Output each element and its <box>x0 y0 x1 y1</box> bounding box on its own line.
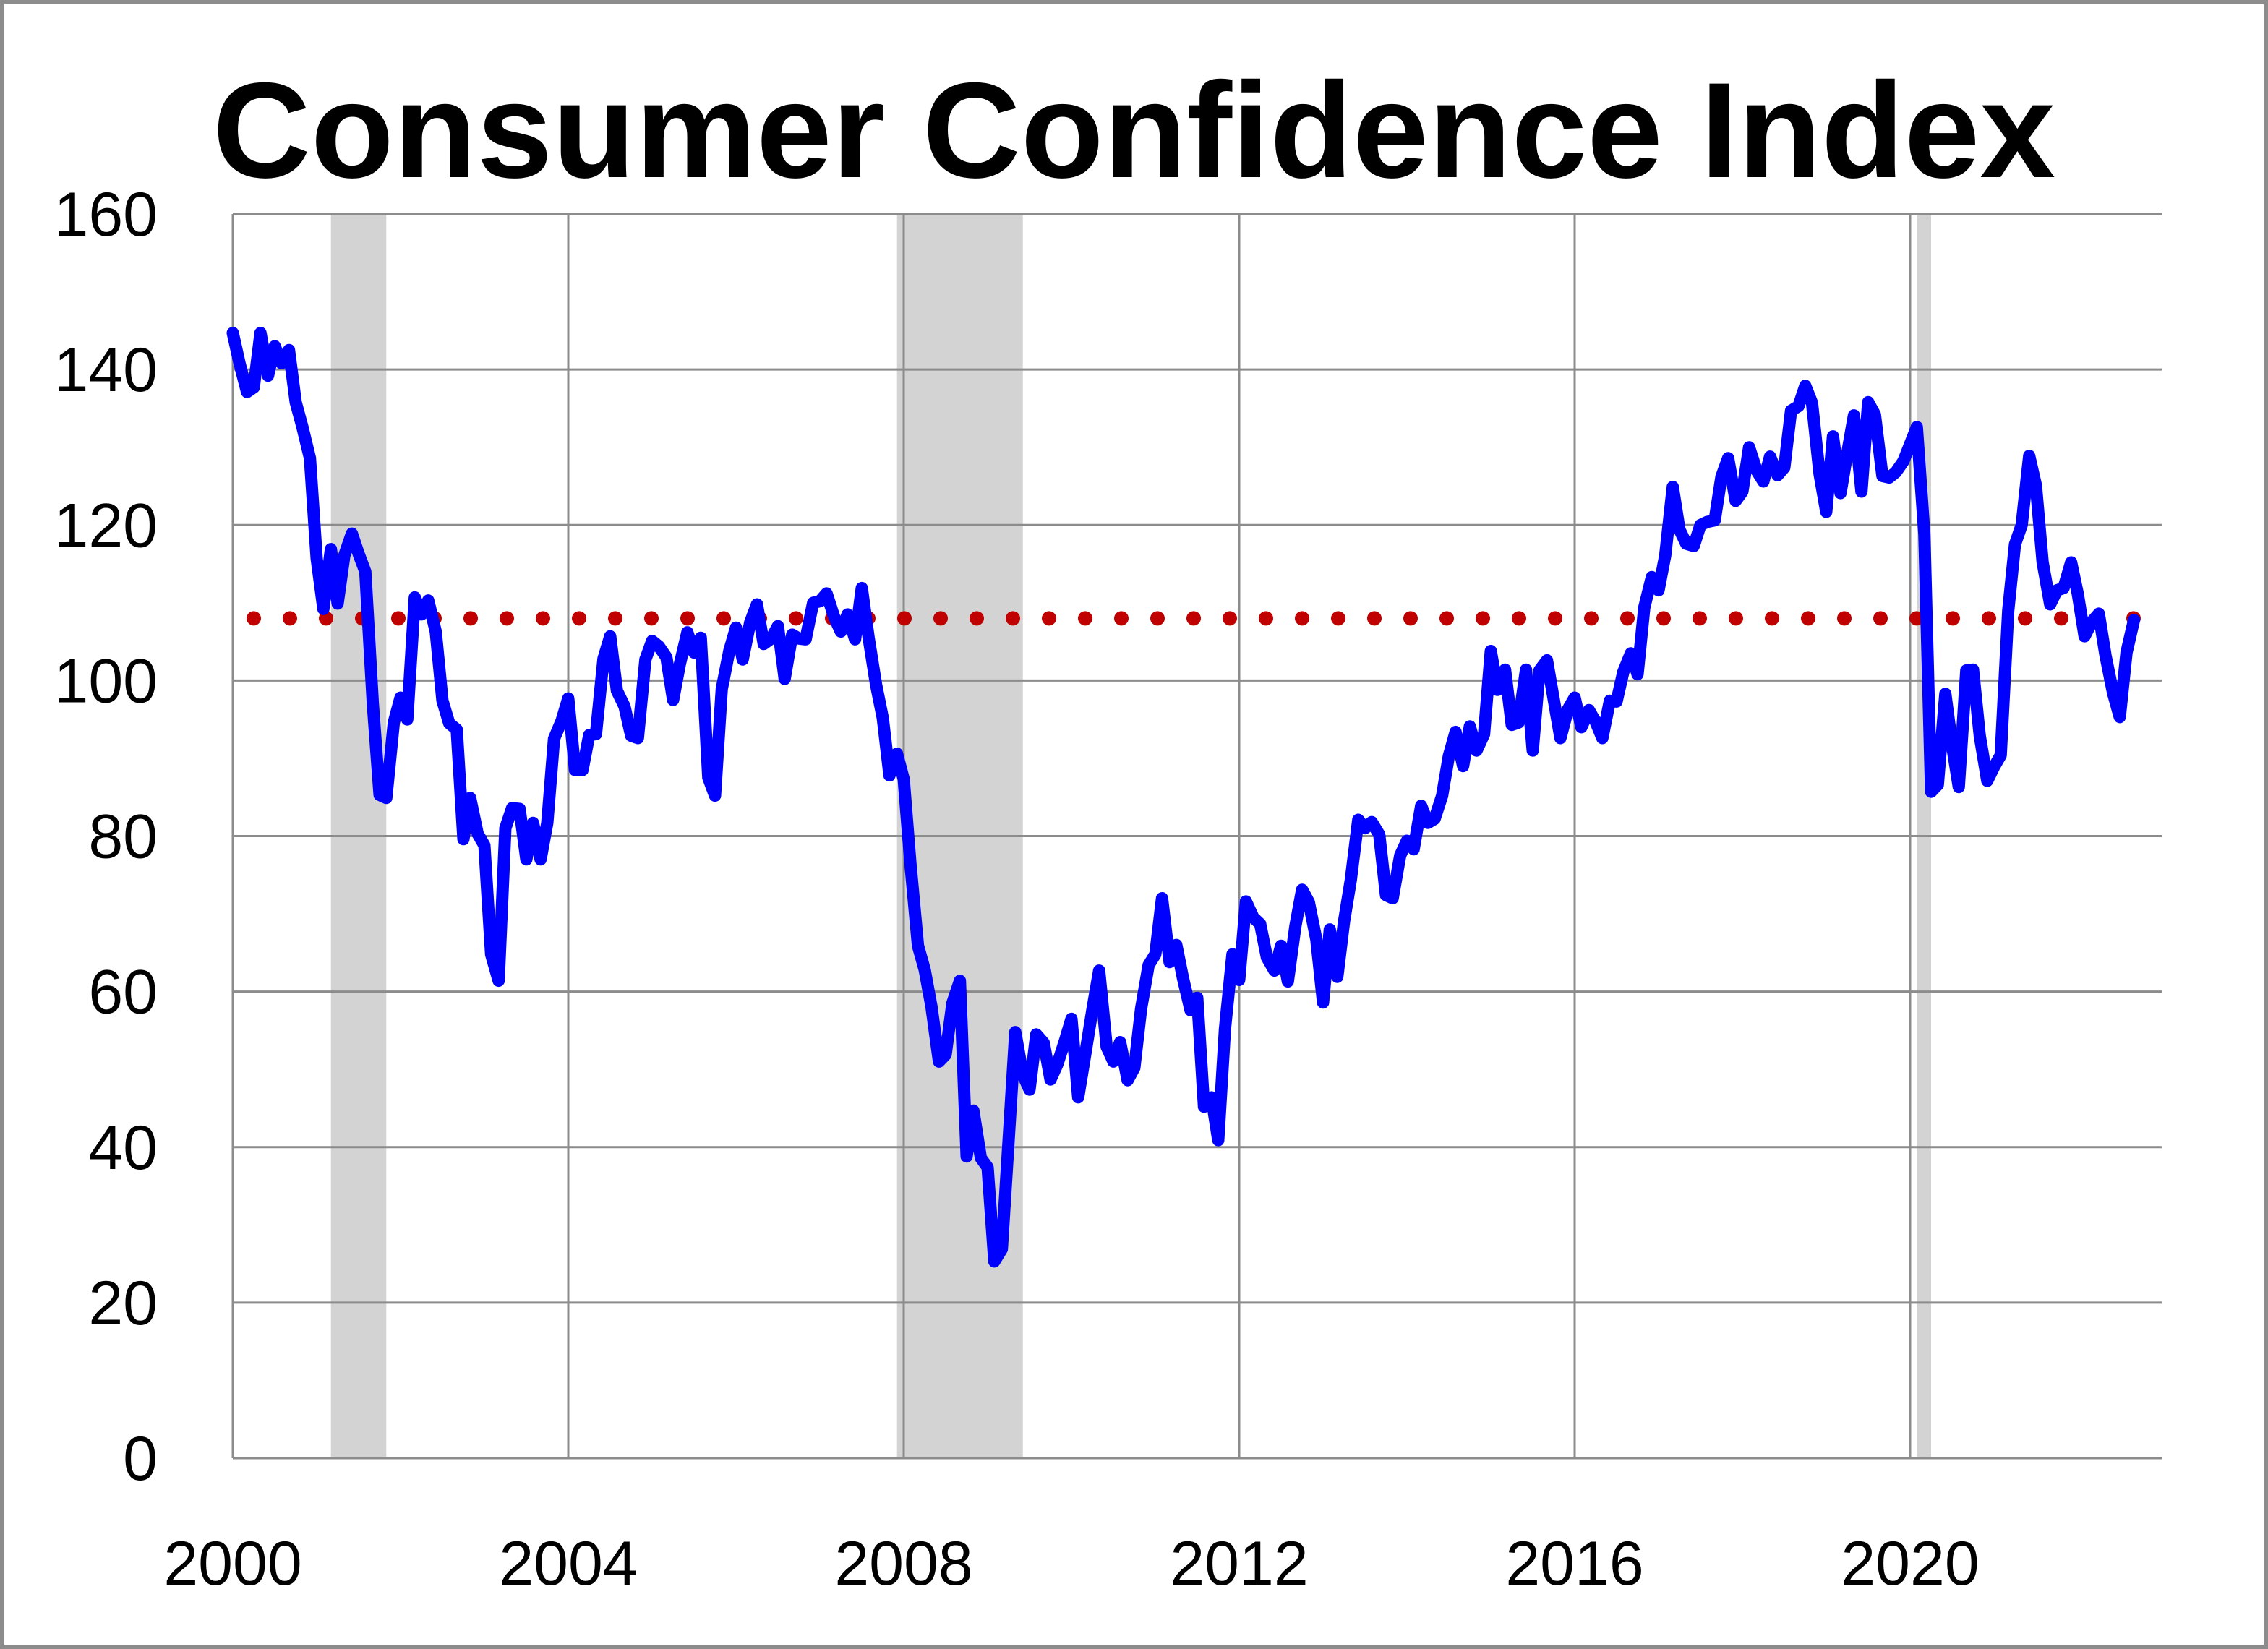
gridlines <box>231 213 2162 1460</box>
y-tick-label-0: 0 <box>123 1424 158 1494</box>
x-tick-label-2020: 2020 <box>1841 1529 1979 1598</box>
chart-title: Consumer Confidence Index <box>213 54 2055 206</box>
y-tick-label-140: 140 <box>54 335 158 405</box>
x-axis-tick-labels: 2000 2004 2008 2012 2016 2020 <box>163 1529 1979 1598</box>
y-tick-label-40: 40 <box>88 1113 158 1183</box>
y-tick-label-100: 100 <box>54 646 158 716</box>
x-tick-label-2000: 2000 <box>163 1529 301 1598</box>
y-tick-label-20: 20 <box>88 1269 158 1338</box>
series-line-1 <box>226 327 2141 1268</box>
series-layer <box>226 327 2141 1268</box>
x-tick-label-2012: 2012 <box>1170 1529 1308 1598</box>
y-axis-tick-labels: 0 20 40 60 80 100 120 140 160 <box>54 180 158 1494</box>
y-tick-label-60: 60 <box>88 958 158 1027</box>
x-tick-label-2016: 2016 <box>1505 1529 1643 1598</box>
y-tick-label-80: 80 <box>88 802 158 872</box>
x-tick-label-2004: 2004 <box>499 1529 637 1598</box>
y-tick-label-160: 160 <box>54 180 158 249</box>
y-tick-label-120: 120 <box>54 491 158 560</box>
x-tick-label-2008: 2008 <box>834 1529 972 1598</box>
